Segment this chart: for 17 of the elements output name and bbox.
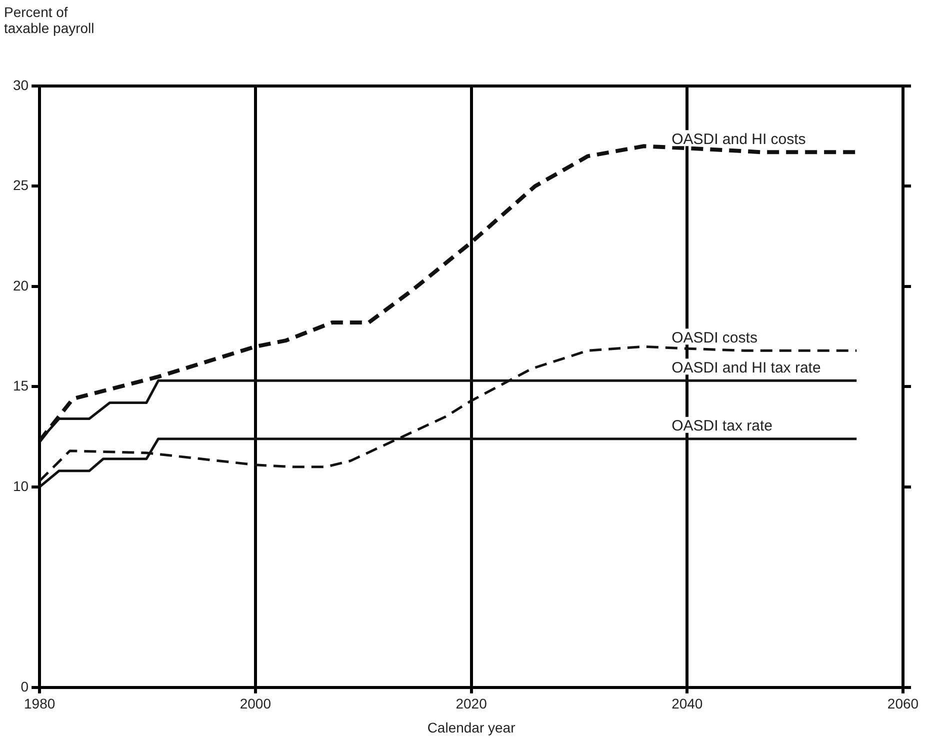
- y-tick-label: 15: [12, 378, 29, 394]
- x-tick-label: 2020: [456, 696, 488, 712]
- y-tick-label: 0: [20, 678, 29, 694]
- series-label: OASDI costs: [672, 329, 758, 346]
- x-axis-title: Calendar year: [427, 719, 516, 736]
- y-tick-label: 25: [12, 177, 29, 194]
- x-tick-label: 1980: [24, 696, 56, 712]
- series-label: OASDI tax rate: [672, 417, 772, 434]
- y-tick-label: 30: [12, 76, 29, 93]
- series-label: OASDI and HI costs: [672, 130, 806, 148]
- y-tick-label: 20: [12, 277, 29, 294]
- y-axis-title: Percent of taxable payroll: [4, 4, 96, 36]
- series-label: OASDI and HI tax rate: [672, 359, 821, 376]
- x-tick-label: 2060: [887, 696, 919, 712]
- x-tick-label: 2000: [240, 696, 272, 712]
- y-tick-label: 10: [12, 478, 29, 494]
- x-tick-label: 2040: [672, 696, 703, 712]
